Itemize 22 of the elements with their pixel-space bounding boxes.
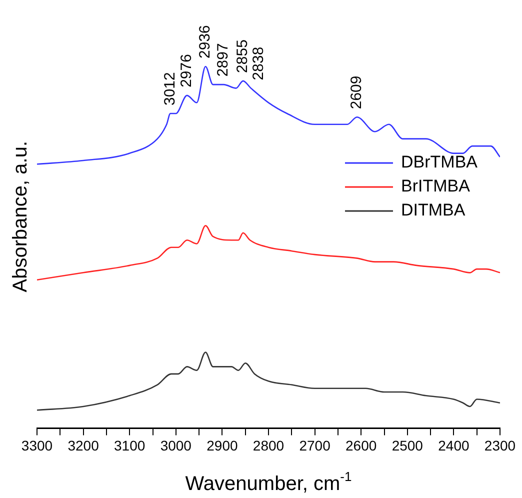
annotation: 2838 xyxy=(250,46,268,80)
x-tick-label: 3000 xyxy=(160,437,192,454)
annotation: 2855 xyxy=(234,40,252,73)
x-tick-label: 2900 xyxy=(206,437,238,454)
annotation: 2897 xyxy=(214,43,232,77)
annotation: 2936 xyxy=(196,25,214,58)
x-tick-label: 3200 xyxy=(68,437,100,454)
x-tick-label: 3300 xyxy=(21,437,53,454)
legend-label: DITMBA xyxy=(401,200,466,220)
x-tick-label: 2300 xyxy=(484,437,516,454)
x-tick-label: 2800 xyxy=(252,437,284,454)
legend-label: DBrTMBA xyxy=(401,152,478,172)
x-tick-label: 2700 xyxy=(299,437,331,454)
annotation: 3012 xyxy=(161,72,178,106)
x-tick-label: 2400 xyxy=(438,437,470,454)
x-tick-label: 2600 xyxy=(346,437,377,454)
y-axis-title: Absorbance, a.u. xyxy=(10,140,32,292)
x-tick-label: 2500 xyxy=(392,437,424,454)
annotation: 2609 xyxy=(348,76,366,110)
annotation: 2976 xyxy=(178,54,196,88)
legend-label: BrITMBA xyxy=(401,176,471,196)
x-tick-label: 3100 xyxy=(114,437,146,454)
